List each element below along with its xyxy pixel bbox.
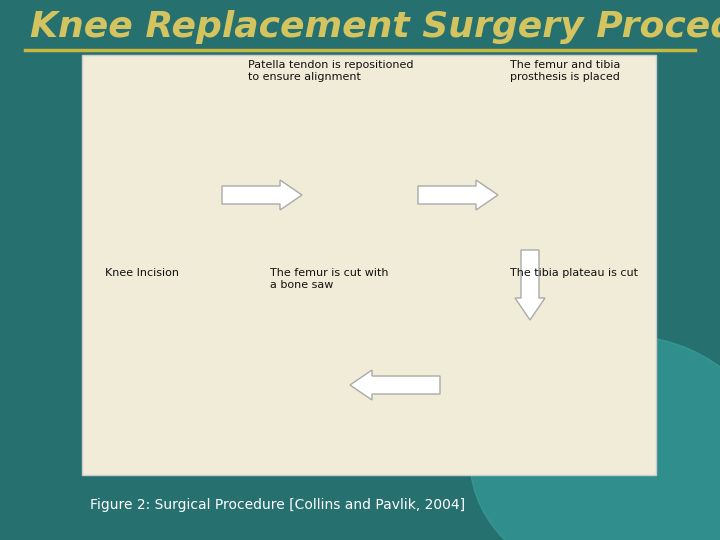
Polygon shape — [418, 180, 498, 210]
Text: Knee Replacement Surgery Procedure: Knee Replacement Surgery Procedure — [30, 10, 720, 44]
Text: The tibia plateau is cut: The tibia plateau is cut — [510, 268, 638, 278]
Polygon shape — [222, 180, 302, 210]
Text: The femur is cut with
a bone saw: The femur is cut with a bone saw — [270, 268, 389, 289]
Text: The femur and tibia
prosthesis is placed: The femur and tibia prosthesis is placed — [510, 60, 621, 82]
Bar — [82, 55, 656, 475]
Text: Knee Incision: Knee Incision — [105, 268, 179, 278]
Ellipse shape — [470, 335, 720, 540]
Text: Figure 2: Surgical Procedure [Collins and Pavlik, 2004]: Figure 2: Surgical Procedure [Collins an… — [90, 498, 465, 512]
Text: Patella tendon is repositioned
to ensure alignment: Patella tendon is repositioned to ensure… — [248, 60, 413, 82]
Polygon shape — [350, 370, 440, 400]
Polygon shape — [515, 250, 545, 320]
